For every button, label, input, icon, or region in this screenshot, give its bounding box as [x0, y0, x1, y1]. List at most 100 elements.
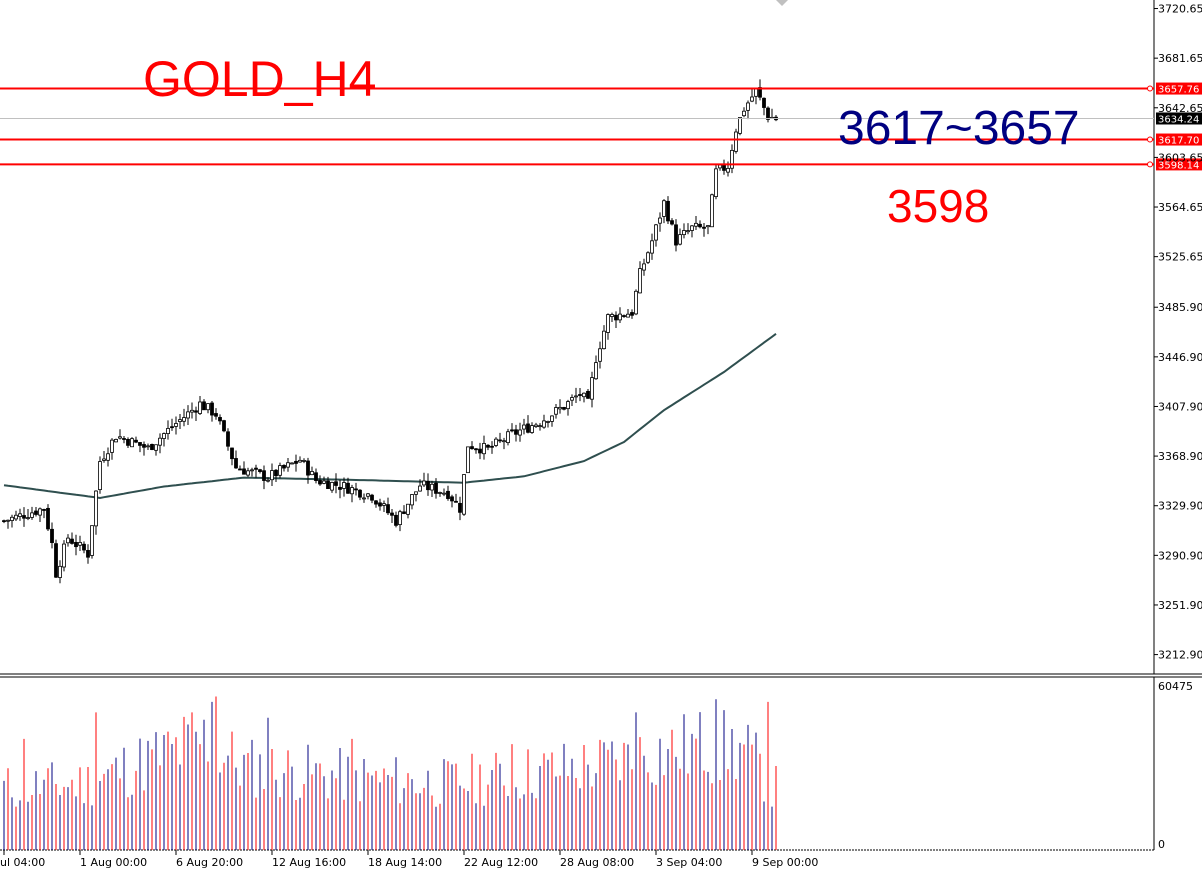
candle	[766, 106, 770, 123]
candle	[602, 325, 606, 350]
candle	[378, 498, 382, 511]
candle-body	[138, 442, 142, 446]
candle	[734, 128, 738, 154]
moving-average-layer	[3, 333, 777, 500]
candle-body	[158, 437, 162, 446]
candle-body	[54, 543, 58, 578]
candle	[82, 541, 86, 554]
candle-body	[506, 431, 510, 444]
candle-body	[686, 230, 690, 233]
price-panel[interactable]: 3657.76 3617.70 3598.14 3720.65 3681.65 3642…	[0, 0, 1202, 678]
volume-panel[interactable]: 60475 0	[0, 677, 1193, 851]
candle-body	[310, 471, 314, 476]
candle-body	[426, 481, 430, 491]
candle	[538, 423, 542, 431]
candle-body	[610, 314, 614, 317]
candle-body	[186, 411, 190, 419]
candle-body	[710, 194, 714, 228]
candle	[302, 458, 306, 464]
candle-body	[270, 470, 274, 481]
candle-body	[462, 474, 466, 515]
candle	[94, 490, 98, 535]
level-price-tag	[1156, 158, 1202, 171]
current-price-label: 3634.24	[1158, 114, 1199, 125]
candle-body	[34, 510, 38, 515]
candle-body	[634, 290, 638, 315]
candle-body	[750, 96, 754, 102]
candle-body	[126, 439, 130, 446]
candle	[382, 500, 386, 512]
candle	[50, 522, 54, 549]
candle-body	[390, 512, 394, 516]
volume-ticks-layer: 60475 0	[1158, 680, 1193, 851]
candle	[274, 469, 278, 483]
candle-body	[434, 482, 438, 494]
candle	[402, 505, 406, 515]
candle-body	[602, 330, 606, 350]
candle	[22, 507, 26, 527]
candle-body	[142, 444, 146, 448]
candle-body	[514, 429, 518, 435]
candle-body	[10, 516, 14, 521]
candle	[558, 399, 562, 414]
candle-body	[110, 439, 114, 453]
candle-body	[542, 420, 546, 428]
candle	[250, 467, 254, 477]
candle-body	[358, 489, 362, 498]
candle-body	[106, 453, 110, 461]
candle	[374, 499, 378, 508]
time-tick-label: 12 Aug 16:00	[272, 856, 346, 869]
candle	[638, 261, 642, 294]
horizontal-levels-layer[interactable]: 3657.76 3617.70 3598.14	[0, 82, 1202, 172]
candle	[42, 508, 46, 519]
candle	[762, 97, 766, 116]
candle	[550, 415, 554, 427]
candle	[514, 424, 518, 442]
candle-body	[254, 467, 258, 470]
chart-shift-marker-icon[interactable]	[776, 0, 788, 6]
candle	[466, 446, 470, 474]
candle	[266, 477, 270, 483]
candle-body	[562, 407, 566, 410]
candle	[742, 107, 746, 118]
candle	[502, 437, 506, 450]
candle-body	[150, 443, 154, 450]
price-tick-label: 3525.65	[1158, 251, 1202, 264]
candle-body	[314, 472, 318, 481]
candle-body	[342, 482, 346, 489]
candle	[746, 100, 750, 120]
candle	[174, 416, 178, 435]
candle	[526, 415, 530, 434]
candle	[122, 435, 126, 444]
candle	[2, 519, 6, 524]
candle	[142, 441, 146, 456]
candle	[670, 218, 674, 226]
candle-body	[282, 464, 286, 469]
candle-body	[414, 491, 418, 495]
candle-body	[362, 497, 366, 500]
price-tick-label: 3446.90	[1158, 351, 1202, 364]
candle	[58, 560, 62, 584]
candle	[522, 418, 526, 435]
candle	[30, 506, 34, 520]
candle	[358, 489, 362, 501]
candle	[298, 456, 302, 463]
level-price-label: 3657.76	[1158, 85, 1199, 96]
candle	[110, 438, 114, 460]
candle-body	[26, 517, 30, 519]
candle-body	[538, 425, 542, 428]
candle	[430, 480, 434, 498]
candle	[34, 507, 38, 517]
candle	[238, 465, 242, 471]
candle	[610, 312, 614, 323]
candle	[470, 441, 474, 450]
candle-body	[494, 438, 498, 446]
candle	[622, 314, 626, 318]
time-axis: ul 04:00 1 Aug 00:00 6 Aug 20:00 12 Aug 16:…	[0, 850, 818, 869]
candle-body	[574, 395, 578, 398]
candle-body	[22, 515, 26, 519]
candle	[314, 468, 318, 484]
candle	[46, 504, 50, 532]
candle	[546, 420, 550, 428]
candle	[54, 539, 58, 578]
